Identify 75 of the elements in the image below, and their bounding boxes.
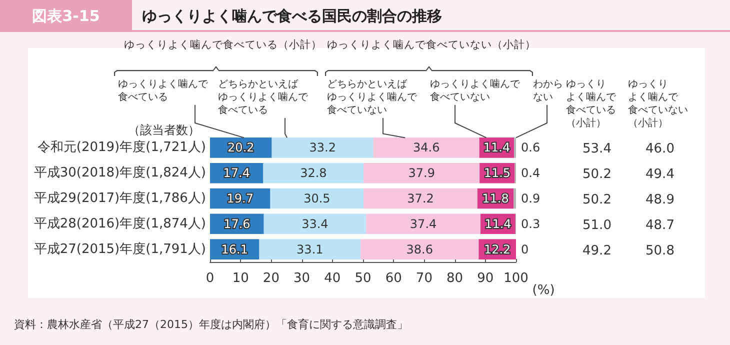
chart-title: ゆっくりよく噛んで食べる国民の割合の推移	[142, 7, 442, 25]
data-label: 19.7	[226, 192, 254, 206]
x-tick-label: 100	[504, 271, 528, 286]
data-label: 37.2	[407, 192, 434, 206]
text: 49.4	[646, 167, 674, 182]
bar	[263, 162, 364, 184]
data-label: 37.4	[410, 216, 437, 231]
x-tick-label: 80	[446, 271, 464, 286]
text: 50.2	[582, 192, 612, 208]
text: ゆっくりよく噛んで食べている（小計）	[566, 79, 617, 129]
text: ゆっくりよく噛んで食べている	[118, 78, 209, 103]
data-label: 20.2	[228, 140, 254, 155]
data-label: 0.3	[521, 216, 540, 231]
data-label: 33.1	[296, 242, 324, 256]
data-label: 34.6	[412, 140, 440, 155]
x-tick-label: 40	[324, 271, 341, 286]
x-tick-label: 0	[206, 271, 214, 286]
y-tick-label: 平成28(2016)年度(1,874人)	[34, 215, 206, 232]
bar	[270, 188, 364, 209]
data-label: 0.6	[521, 140, 540, 155]
text: 49.2	[582, 243, 612, 258]
y-tick-label: 平成29(2017)年度(1,786人)	[34, 190, 206, 206]
data-label: 16.1	[221, 242, 248, 256]
text: 50.8	[646, 243, 674, 258]
text: 53.4	[582, 142, 612, 157]
x-tick-label: 10	[232, 271, 249, 286]
data-label: 0.9	[521, 192, 540, 206]
bar	[364, 188, 478, 209]
y-tick-label: 令和元(2019)年度(1,721人)	[37, 139, 206, 156]
data-label: 33.4	[302, 216, 328, 231]
x-tick-label: 30	[294, 271, 310, 286]
text: 48.9	[646, 192, 674, 208]
data-label: 11.8	[482, 192, 509, 206]
data-label: 30.5	[304, 192, 330, 206]
bar	[264, 214, 366, 234]
data-label: 38.6	[406, 242, 433, 256]
data-label: 0	[521, 242, 529, 256]
text: 資料：農林水産省（平成27（2015）年度は内閣府）「食育に関する意識調査」	[14, 318, 408, 331]
text: ゆっくりよく噛んで食べていない	[430, 78, 521, 103]
text: 46.0	[646, 142, 674, 157]
x-tick-label: 70	[416, 271, 432, 286]
text: ゆっくりよく噛んで食べていない（小計）	[628, 79, 688, 129]
text: わからない	[533, 79, 563, 103]
x-tick-label: 20	[262, 271, 280, 286]
data-label: 33.2	[309, 140, 336, 155]
text: （該当者数）	[128, 123, 200, 137]
data-label: 0.4	[521, 166, 540, 180]
bar	[259, 239, 361, 260]
bar	[364, 162, 480, 184]
text: 48.7	[646, 218, 674, 233]
data-label: 32.8	[300, 166, 327, 180]
x-tick-label: 50	[354, 271, 372, 286]
data-label: 11.4	[483, 140, 510, 155]
text: 50.2	[582, 167, 612, 182]
x-tick-label: 90	[477, 271, 494, 286]
text: ゆっくりよく噛んで食べている（小計）	[124, 38, 322, 51]
data-label: 11.4	[484, 216, 512, 231]
y-tick-label: 平成30(2018)年度(1,824人)	[34, 164, 206, 181]
bar	[360, 239, 479, 260]
x-tick-label: 60	[385, 271, 402, 286]
data-label: 17.4	[223, 166, 250, 180]
bar	[373, 138, 480, 158]
text: 51.0	[582, 218, 612, 233]
data-label: 12.2	[484, 242, 511, 256]
data-label: 17.6	[224, 216, 250, 231]
x-axis-title: (%)	[532, 283, 555, 298]
data-label: 11.5	[484, 166, 511, 180]
text: どちらかといえばゆっくりよく噛んで食べている	[218, 79, 309, 116]
bar	[366, 214, 481, 234]
text: どちらかといえばゆっくりよく噛んで食べていない	[327, 79, 418, 116]
text: ゆっくりよく噛んで食べていない（小計）	[327, 38, 536, 51]
data-label: 37.9	[408, 166, 435, 180]
text: 図表3-15	[32, 7, 100, 25]
y-tick-label: 平成27(2015)年度(1,791人)	[34, 240, 206, 257]
bar	[272, 138, 374, 158]
